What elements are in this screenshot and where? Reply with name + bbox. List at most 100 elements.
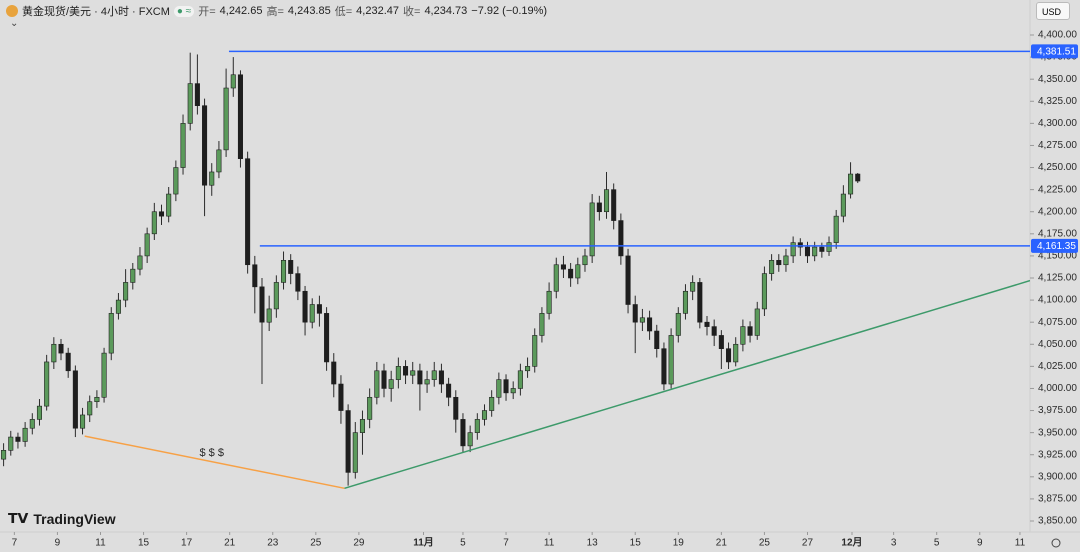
close-label: 收= bbox=[403, 6, 421, 18]
candle-body bbox=[15, 436, 21, 442]
y-tick-label: 4,300.00 bbox=[1038, 118, 1077, 129]
x-tick-label: 11 bbox=[544, 538, 555, 549]
candle-body bbox=[761, 273, 767, 310]
candle-body bbox=[582, 255, 588, 266]
candle-body bbox=[510, 388, 516, 394]
currency-button[interactable]: USD bbox=[1036, 2, 1070, 20]
plot: $ $ $ bbox=[1, 50, 1030, 490]
candle-body bbox=[682, 290, 688, 314]
candle-body bbox=[503, 379, 509, 394]
candle-body bbox=[525, 366, 531, 372]
settings-icon[interactable] bbox=[1051, 538, 1061, 548]
candle-body bbox=[316, 304, 322, 314]
collapse[interactable]: ⌄ bbox=[10, 18, 19, 29]
candle-body bbox=[589, 202, 595, 257]
candle-body bbox=[833, 215, 839, 243]
candle-body bbox=[517, 370, 523, 389]
open-value: 4,242.65 bbox=[219, 5, 263, 17]
candle-body bbox=[137, 255, 143, 270]
candle-body bbox=[438, 370, 444, 385]
y-tick-label: 4,325.00 bbox=[1038, 96, 1077, 107]
candle-body bbox=[403, 366, 409, 376]
x-tick-label: 9 bbox=[55, 538, 61, 549]
candle-body bbox=[187, 83, 193, 124]
brand-logo: 𝗧𝗩 bbox=[8, 510, 29, 526]
candle-body bbox=[180, 123, 186, 168]
y-tick-label: 3,900.00 bbox=[1038, 471, 1077, 482]
open-label: 开= bbox=[198, 6, 216, 18]
candle-body bbox=[840, 193, 846, 217]
trend-line bbox=[84, 435, 345, 490]
y-tick-label: 4,250.00 bbox=[1038, 162, 1077, 173]
candle-body bbox=[668, 335, 674, 385]
x-tick-label: 21 bbox=[716, 538, 728, 549]
candle-body bbox=[596, 202, 602, 213]
candle-body bbox=[453, 396, 459, 420]
candle-body bbox=[302, 290, 308, 323]
y-tick-label: 4,350.00 bbox=[1038, 74, 1077, 85]
x-tick-label: 19 bbox=[673, 538, 685, 549]
y-tick-label: 4,150.00 bbox=[1038, 251, 1077, 262]
candle-body bbox=[367, 396, 373, 420]
y-tick-label: 3,950.00 bbox=[1038, 427, 1077, 438]
candle-body bbox=[560, 264, 566, 270]
candle-body bbox=[338, 383, 344, 411]
candle-body bbox=[855, 173, 861, 182]
price-tag-label: 4,161.35 bbox=[1037, 241, 1076, 252]
candle-body bbox=[446, 383, 452, 398]
candle-body bbox=[309, 304, 315, 323]
candle-body bbox=[101, 352, 107, 398]
candle-body bbox=[194, 83, 200, 106]
candle-body bbox=[230, 74, 236, 89]
candle-body bbox=[474, 419, 480, 433]
candle-body bbox=[718, 335, 724, 349]
x-tick-label: 15 bbox=[138, 538, 150, 549]
y-tick-label: 4,275.00 bbox=[1038, 140, 1077, 151]
candle-body bbox=[639, 317, 645, 323]
candle-body bbox=[690, 282, 696, 292]
candle-body bbox=[1, 450, 7, 460]
candle-body bbox=[288, 260, 294, 274]
candle-body bbox=[209, 171, 215, 186]
candle-body bbox=[72, 370, 78, 429]
candle-body bbox=[115, 299, 121, 314]
low-value: 4,232.47 bbox=[356, 5, 399, 17]
candle-body bbox=[166, 193, 172, 217]
candle-body bbox=[381, 370, 387, 389]
candle-body bbox=[797, 242, 803, 248]
candle-body bbox=[769, 260, 775, 274]
candle-body bbox=[647, 317, 653, 332]
candle-body bbox=[80, 414, 86, 429]
candle-body bbox=[22, 427, 28, 442]
candle-body bbox=[568, 268, 574, 279]
candle-body bbox=[819, 246, 825, 252]
candle-body bbox=[747, 326, 753, 336]
candle-body bbox=[295, 273, 301, 292]
candle-body bbox=[352, 432, 358, 473]
y-tick-label: 4,025.00 bbox=[1038, 361, 1077, 372]
y-tick-label: 4,200.00 bbox=[1038, 206, 1077, 217]
candle-body bbox=[8, 436, 14, 451]
x-tick-label: 25 bbox=[759, 538, 771, 549]
candle-body bbox=[395, 366, 401, 380]
axes: 3,850.00 3,875.00 3,900.00 3,925.00 3,950.00… bbox=[12, 30, 1078, 549]
candle-body bbox=[754, 308, 760, 336]
candle-body bbox=[726, 348, 732, 363]
candle-body bbox=[94, 396, 100, 403]
candle-body bbox=[489, 396, 495, 411]
y-tick-label: 3,975.00 bbox=[1038, 405, 1077, 416]
candle-body bbox=[675, 313, 681, 336]
brand-name: TradingView bbox=[33, 510, 116, 527]
price-tag-label: 4,381.51 bbox=[1037, 46, 1076, 57]
candle-body bbox=[546, 290, 552, 314]
status: ● ≈ bbox=[173, 5, 195, 17]
y-tick-label: 3,925.00 bbox=[1038, 449, 1077, 460]
annotation: $ $ $ bbox=[200, 447, 224, 459]
candle-body bbox=[704, 321, 710, 327]
candle-body bbox=[273, 282, 279, 310]
candle-body bbox=[173, 167, 179, 195]
symbol[interactable]: 黄金现货/美元 · 4小时 · FXCM bbox=[22, 6, 170, 18]
brand: 𝗧𝗩 TradingView bbox=[8, 510, 116, 527]
candle-body bbox=[632, 304, 638, 323]
y-tick-label: 4,400.00 bbox=[1038, 30, 1077, 41]
